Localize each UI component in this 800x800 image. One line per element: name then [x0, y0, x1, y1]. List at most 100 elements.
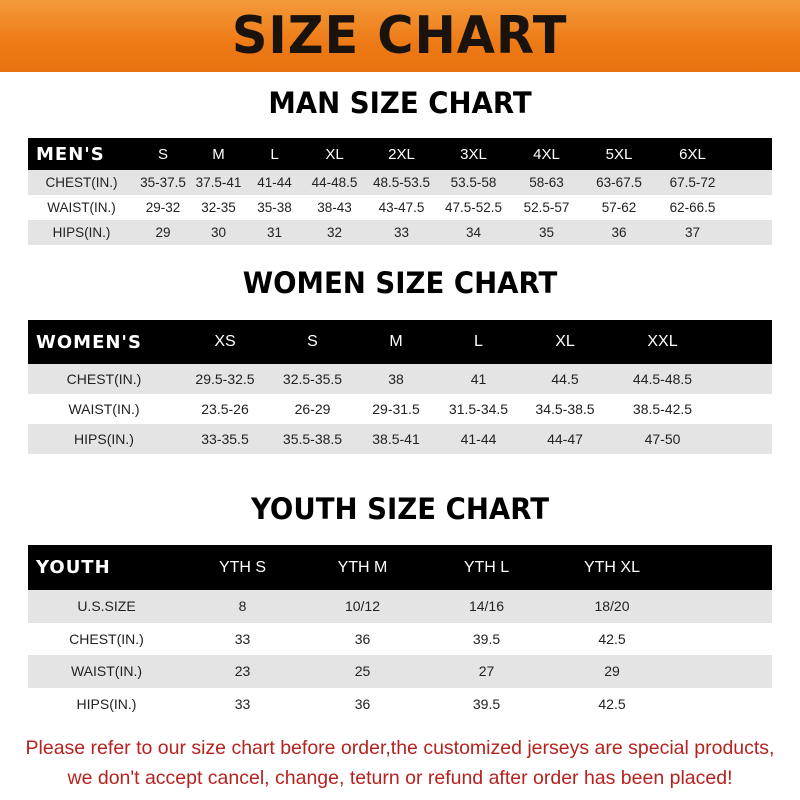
- table-cell: 63-67.5: [596, 175, 642, 190]
- table-row: WAIST(IN.) 29-32 32-35 35-38 38-43 43-47.5 47.…: [28, 195, 772, 220]
- table-row: HIPS(IN.) 33 36 39.5 42.5: [28, 687, 772, 720]
- size-chart-banner: SIZE CHART: [0, 0, 800, 72]
- row-label: CHEST(IN.): [66, 371, 142, 387]
- table-cell: 37: [684, 225, 701, 240]
- table-cell: XS: [214, 333, 236, 350]
- table-cell: 39.5: [472, 695, 501, 712]
- men-size-table: MEN'S S M L XL 2XL 3XL 4XL 5XL 6XL CHEST(IN.) 35-37…: [28, 138, 772, 245]
- table-cell: 43-47.5: [378, 200, 425, 215]
- row-label: WAIST(IN.): [70, 663, 143, 680]
- row-label: WOMEN'S: [36, 331, 142, 353]
- table-header-row: YOUTH YTH S YTH M YTH L YTH XL: [28, 545, 772, 590]
- table-cell: 31: [266, 225, 283, 240]
- table-row: CHEST(IN.) 33 36 39.5 42.5: [28, 622, 772, 655]
- table-row: U.S.SIZE 8 10/12 14/16 18/20: [28, 590, 772, 623]
- table-row: CHEST(IN.) 29.5-32.5 32.5-35.5 38 41 44.5 44.5…: [28, 364, 772, 394]
- table-cell: 44.5: [551, 371, 579, 387]
- women-title: WOMEN SIZE CHART: [242, 266, 558, 300]
- table-cell: 33-35.5: [201, 431, 249, 447]
- table-cell: 29-31.5: [372, 401, 420, 417]
- table-cell: 42.5: [598, 695, 626, 712]
- table-cell: 35: [538, 225, 555, 240]
- table-cell: 5XL: [605, 145, 633, 163]
- table-cell: 32-35: [201, 200, 236, 215]
- table-cell: 29.5-32.5: [195, 371, 255, 387]
- table-cell: 38-43: [317, 200, 352, 215]
- row-label: CHEST(IN.): [45, 175, 118, 190]
- table-cell: 27: [478, 663, 495, 680]
- table-cell: XXL: [647, 333, 678, 350]
- table-cell: 18/20: [594, 598, 630, 615]
- table-cell: 35-37.5: [140, 175, 186, 190]
- table-cell: 47.5-52.5: [444, 200, 503, 215]
- table-cell: 41: [470, 371, 487, 387]
- table-cell: 2XL: [388, 145, 415, 163]
- table-cell: 29: [604, 663, 620, 680]
- table-cell: 35-38: [257, 200, 292, 215]
- table-cell: 31.5-34.5: [448, 401, 509, 417]
- table-cell: 62-66.5: [669, 200, 716, 215]
- table-cell: 57-62: [601, 200, 637, 215]
- table-cell: 4XL: [533, 145, 560, 163]
- table-cell: 47-50: [644, 431, 681, 447]
- row-label: WAIST(IN.): [68, 401, 140, 417]
- table-cell: 3XL: [460, 145, 487, 163]
- table-cell: 41-44: [460, 431, 497, 447]
- table-cell: 14/16: [468, 598, 505, 615]
- table-cell: M: [212, 145, 225, 163]
- table-cell: XL: [325, 145, 344, 163]
- table-row: WAIST(IN.) 23 25 27 29: [28, 655, 772, 688]
- row-label: WAIST(IN.): [47, 200, 116, 215]
- table-cell: 38: [388, 371, 404, 387]
- table-cell: 41-44: [257, 175, 292, 190]
- banner-title: SIZE CHART: [232, 6, 568, 66]
- table-cell: 36: [354, 695, 371, 712]
- table-cell: S: [157, 145, 168, 163]
- table-cell: 53.5-58: [450, 175, 497, 190]
- table-cell: 29: [155, 225, 171, 240]
- row-label: CHEST(IN.): [69, 630, 144, 647]
- table-cell: 39.5: [472, 630, 501, 647]
- table-cell: YTH XL: [583, 558, 640, 576]
- table-header-row: MEN'S S M L XL 2XL 3XL 4XL 5XL 6XL: [28, 138, 772, 170]
- order-notice: Please refer to our size chart before or…: [0, 733, 800, 793]
- table-cell: 34: [465, 225, 482, 240]
- row-label: HIPS(IN.): [76, 695, 137, 712]
- table-cell: 34.5-38.5: [535, 401, 595, 417]
- table-cell: S: [307, 333, 318, 350]
- table-cell: XL: [555, 333, 575, 350]
- table-cell: 48.5-53.5: [372, 175, 431, 190]
- men-title: MAN SIZE CHART: [268, 86, 532, 120]
- table-cell: 44.5-48.5: [632, 371, 693, 387]
- table-cell: YTH L: [463, 558, 510, 576]
- row-label: MEN'S: [36, 143, 105, 165]
- youth-title: YOUTH SIZE CHART: [250, 492, 550, 526]
- table-row: HIPS(IN.) 29 30 31 32 33 34 35 36 37: [28, 220, 772, 245]
- table-cell: 23: [234, 663, 251, 680]
- table-cell: 10/12: [344, 598, 381, 615]
- table-cell: 36: [354, 630, 371, 647]
- table-cell: 38.5-41: [372, 431, 420, 447]
- table-cell: YTH M: [337, 558, 388, 576]
- table-cell: 26-29: [294, 401, 331, 417]
- row-label: YOUTH: [36, 557, 111, 578]
- table-cell: M: [389, 333, 403, 350]
- table-cell: 52.5-57: [523, 200, 570, 215]
- notice-line-2: we don't accept cancel, change, teturn o…: [67, 767, 733, 789]
- table-row: CHEST(IN.) 35-37.5 37.5-41 41-44 44-48.5 48.5…: [28, 170, 772, 195]
- table-cell: L: [270, 145, 279, 163]
- table-cell: 37.5-41: [195, 175, 242, 190]
- table-cell: YTH S: [218, 558, 267, 576]
- table-cell: 36: [611, 225, 627, 240]
- table-cell: 33: [393, 225, 410, 240]
- table-cell: 32: [326, 225, 343, 240]
- table-cell: 33: [234, 630, 251, 647]
- table-cell: 67.5-72: [669, 175, 716, 190]
- table-cell: 33: [234, 695, 251, 712]
- row-label: HIPS(IN.): [52, 225, 111, 240]
- table-cell: 30: [210, 225, 227, 240]
- row-label: U.S.SIZE: [77, 598, 136, 615]
- table-header-row: WOMEN'S XS S M L XL XXL: [28, 320, 772, 364]
- table-cell: 58-63: [529, 175, 564, 190]
- table-cell: 23.5-26: [201, 401, 249, 417]
